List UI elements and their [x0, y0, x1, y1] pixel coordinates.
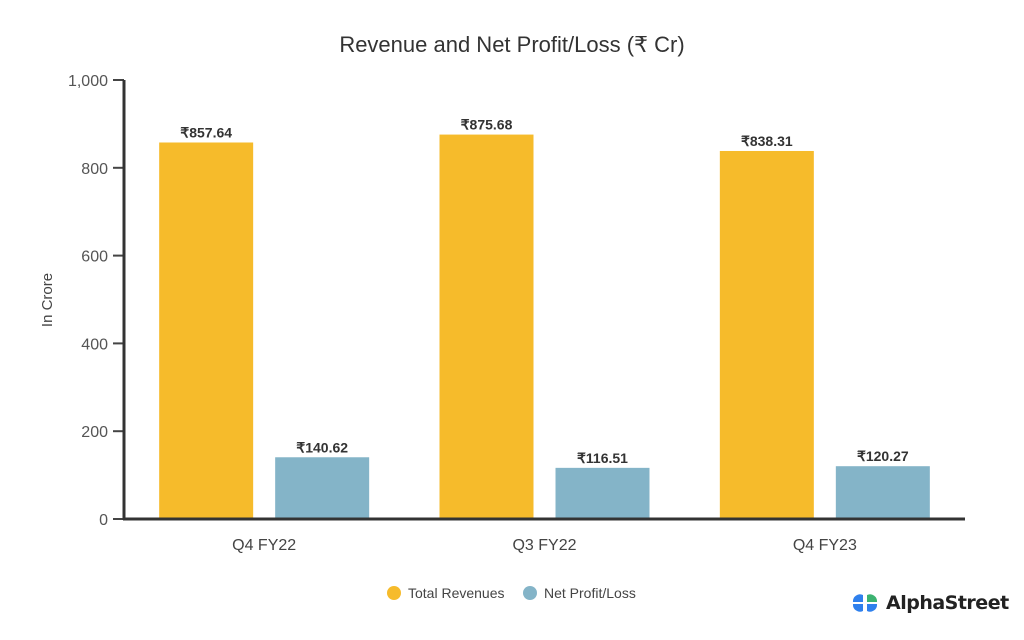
bar-total-revenues	[439, 134, 534, 519]
y-tick-label: 800	[81, 161, 108, 178]
x-tick-label: Q3 FY22	[512, 537, 576, 554]
y-tick-label: 400	[81, 336, 108, 353]
data-label: ₹838.31	[741, 133, 793, 149]
y-tick-label: 200	[81, 424, 108, 441]
y-tick-label: 1,000	[68, 73, 108, 90]
x-tick-label: Q4 FY22	[232, 537, 296, 554]
bar-total-revenues	[719, 150, 814, 519]
bar-net-profit-loss	[555, 467, 650, 519]
legend-marker	[387, 586, 401, 600]
y-tick-label: 600	[81, 249, 108, 266]
data-label: ₹875.68	[461, 117, 513, 133]
y-axis-label: In Crore	[39, 273, 56, 327]
legend-marker	[523, 586, 537, 600]
data-label: ₹857.64	[180, 124, 232, 140]
legend-label: Net Profit/Loss	[544, 585, 636, 601]
alphastreet-logo-text: AlphaStreet	[886, 592, 1009, 614]
bar-net-profit-loss	[835, 466, 930, 519]
y-tick-label: 0	[99, 512, 108, 529]
x-tick-label: Q4 FY23	[793, 537, 857, 554]
bar-net-profit-loss	[275, 457, 370, 519]
chart-title: Revenue and Net Profit/Loss (₹ Cr)	[339, 32, 684, 57]
alphastreet-logo: AlphaStreet	[852, 592, 1009, 614]
data-label: ₹120.27	[857, 448, 909, 464]
legend-label: Total Revenues	[408, 585, 505, 601]
alphastreet-logo-icon	[852, 594, 878, 612]
data-label: ₹140.62	[296, 439, 348, 455]
data-label: ₹116.51	[577, 450, 628, 466]
bar-total-revenues	[159, 142, 254, 519]
